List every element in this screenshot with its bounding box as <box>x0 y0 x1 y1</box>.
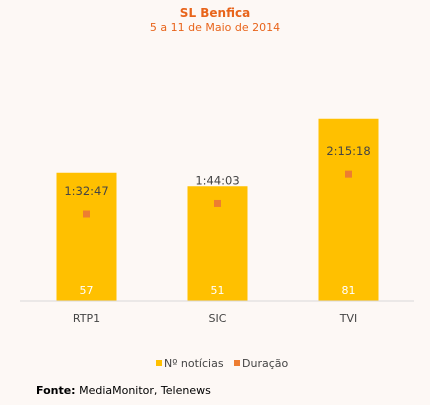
chart-title: SL Benfica <box>180 6 250 20</box>
chart: SL Benfica 5 a 11 de Maio de 2014 57 1:32… <box>20 6 414 370</box>
duration-marker-sic <box>214 199 221 207</box>
bar-value-label-sic: 51 <box>211 284 225 297</box>
source-note: Fonte: MediaMonitor, Telenews <box>36 384 211 397</box>
source-label: Fonte: <box>36 384 76 397</box>
bar-value-label-tvi: 81 <box>342 284 356 297</box>
legend-swatch-duracao <box>234 360 240 366</box>
duration-marker-rtp1 <box>83 210 90 218</box>
duration-label-sic: 1:44:03 <box>195 173 239 187</box>
duration-label-rtp1: 1:32:47 <box>64 184 108 198</box>
duration-marker-tvi <box>345 170 352 178</box>
legend-label-duracao: Duração <box>242 357 288 370</box>
duration-label-tvi: 2:15:18 <box>326 144 370 158</box>
legend: Nº notícias Duração <box>156 357 288 370</box>
source-text: MediaMonitor, Telenews <box>79 384 211 397</box>
legend-swatch-noticias <box>156 360 162 366</box>
category-label-tvi: TVI <box>339 312 358 325</box>
bar-rtp1 <box>56 172 117 301</box>
category-label-sic: SIC <box>209 312 227 325</box>
bar-tvi <box>318 118 379 301</box>
plot-area: 57 1:32:47 RTP1 51 1:44:03 SIC 81 2:15:18 TVI <box>56 118 379 325</box>
bar-value-label-rtp1: 57 <box>80 284 94 297</box>
category-label-rtp1: RTP1 <box>73 312 100 325</box>
chart-subtitle: 5 a 11 de Maio de 2014 <box>150 21 280 34</box>
legend-label-noticias: Nº notícias <box>164 357 224 370</box>
